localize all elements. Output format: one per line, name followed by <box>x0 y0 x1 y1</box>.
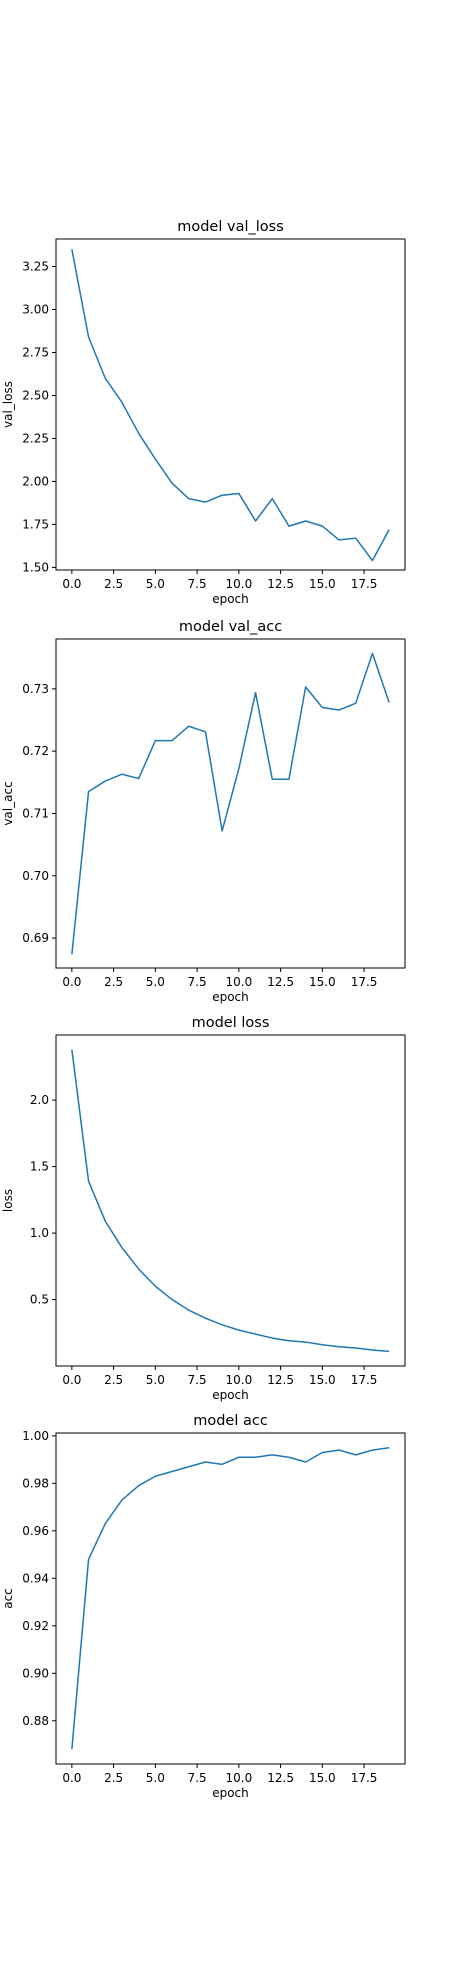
y-tick-label: 0.72 <box>22 744 49 758</box>
x-tick-label: 7.5 <box>188 577 207 591</box>
plot-frame <box>55 1432 406 1765</box>
x-tick-label: 0.0 <box>62 1373 81 1387</box>
y-tick-label: 0.5 <box>30 1293 49 1307</box>
y-tick-label: 0.70 <box>22 869 49 883</box>
plot-frame <box>55 238 406 571</box>
x-tick-label: 12.5 <box>267 975 294 989</box>
y-tick-label: 0.90 <box>22 1666 49 1680</box>
chart-3: model acc 0.0 2.5 5.0 7.5 10.0 12.5 15.0 17.5 0.8… <box>1 1413 406 1800</box>
y-axis-label: loss <box>1 1189 15 1212</box>
x-tick-label: 17.5 <box>351 1771 378 1785</box>
x-tick-label: 15.0 <box>309 975 336 989</box>
y-tick-label: 2.25 <box>22 431 49 445</box>
y-tick-label: 3.00 <box>22 302 49 316</box>
y-tick-label: 1.00 <box>22 1429 49 1443</box>
chart-0: model val_loss 0.0 2.5 5.0 7.5 10.0 12.5 15.0 17… <box>1 219 406 606</box>
x-axis-label: epoch <box>212 592 249 606</box>
y-tick-label: 0.69 <box>22 931 49 945</box>
x-tick-label: 10.0 <box>225 975 252 989</box>
y-tick-label: 0.98 <box>22 1476 49 1490</box>
y-tick-label: 1.50 <box>22 560 49 574</box>
y-axis-label: val_loss <box>1 381 15 428</box>
x-tick-label: 0.0 <box>62 1771 81 1785</box>
x-tick-label: 0.0 <box>62 577 81 591</box>
x-tick-label: 10.0 <box>225 577 252 591</box>
x-tick-label: 7.5 <box>188 975 207 989</box>
y-tick-label: 2.0 <box>30 1093 49 1107</box>
x-tick-label: 17.5 <box>351 1373 378 1387</box>
x-tick-label: 0.0 <box>62 975 81 989</box>
x-tick-label: 15.0 <box>309 1373 336 1387</box>
chart-title: model acc <box>193 1413 268 1429</box>
series-line <box>71 1049 390 1353</box>
chart-title: model loss <box>192 1015 270 1031</box>
y-tick-label: 0.94 <box>22 1571 49 1585</box>
x-tick-label: 10.0 <box>225 1373 252 1387</box>
series-line <box>71 249 390 562</box>
x-tick-label: 12.5 <box>267 1771 294 1785</box>
y-tick-label: 1.75 <box>22 517 49 531</box>
y-tick-label: 0.96 <box>22 1524 49 1538</box>
x-axis-label: epoch <box>212 990 249 1004</box>
x-tick-label: 7.5 <box>188 1373 207 1387</box>
chart-title: model val_loss <box>177 219 284 235</box>
series-line <box>71 1446 390 1750</box>
y-tick-label: 2.75 <box>22 345 49 359</box>
y-tick-label: 2.00 <box>22 474 49 488</box>
plot-frame <box>55 638 406 969</box>
y-tick-label: 0.92 <box>22 1619 49 1633</box>
x-tick-label: 5.0 <box>146 1373 165 1387</box>
y-tick-label: 3.25 <box>22 260 49 274</box>
x-tick-label: 2.5 <box>104 577 123 591</box>
x-axis-label: epoch <box>212 1786 249 1800</box>
chart-2: model loss 0.0 2.5 5.0 7.5 10.0 12.5 15.0 17.5 0.… <box>1 1015 406 1402</box>
chart-title: model val_acc <box>179 619 282 635</box>
y-tick-label: 0.71 <box>22 806 49 820</box>
x-tick-label: 7.5 <box>188 1771 207 1785</box>
x-tick-label: 12.5 <box>267 1373 294 1387</box>
series-line <box>71 652 390 955</box>
x-tick-label: 17.5 <box>351 975 378 989</box>
x-tick-label: 2.5 <box>104 975 123 989</box>
x-tick-label: 2.5 <box>104 1771 123 1785</box>
x-tick-label: 15.0 <box>309 1771 336 1785</box>
x-axis-label: epoch <box>212 1388 249 1402</box>
y-tick-label: 0.73 <box>22 682 49 696</box>
x-tick-label: 5.0 <box>146 975 165 989</box>
x-tick-label: 5.0 <box>146 1771 165 1785</box>
x-tick-label: 17.5 <box>351 577 378 591</box>
x-tick-label: 10.0 <box>225 1771 252 1785</box>
x-tick-label: 15.0 <box>309 577 336 591</box>
y-tick-label: 0.88 <box>22 1714 49 1728</box>
x-tick-label: 2.5 <box>104 1373 123 1387</box>
y-tick-label: 2.50 <box>22 388 49 402</box>
chart-1: model val_acc 0.0 2.5 5.0 7.5 10.0 12.5 15.0 17.… <box>1 619 406 1004</box>
x-tick-label: 5.0 <box>146 577 165 591</box>
y-axis-label: val_acc <box>1 781 15 825</box>
x-tick-label: 12.5 <box>267 577 294 591</box>
y-tick-label: 1.5 <box>30 1160 49 1174</box>
y-tick-label: 1.0 <box>30 1226 49 1240</box>
y-axis-label: acc <box>1 1588 15 1609</box>
plot-frame <box>55 1034 406 1367</box>
